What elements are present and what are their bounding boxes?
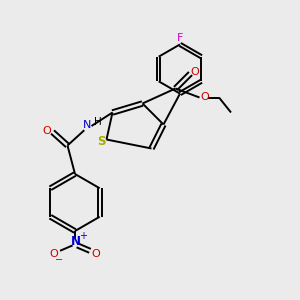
Text: N: N — [83, 120, 91, 130]
Text: N: N — [70, 235, 81, 248]
Text: O: O — [190, 67, 199, 77]
Text: H: H — [94, 117, 102, 127]
Text: O: O — [200, 92, 209, 102]
Text: O: O — [49, 249, 58, 259]
Text: S: S — [97, 135, 105, 148]
Text: +: + — [80, 231, 87, 241]
Text: −: − — [55, 255, 64, 266]
Text: O: O — [92, 249, 100, 259]
Text: O: O — [43, 125, 52, 136]
Text: F: F — [177, 33, 183, 43]
